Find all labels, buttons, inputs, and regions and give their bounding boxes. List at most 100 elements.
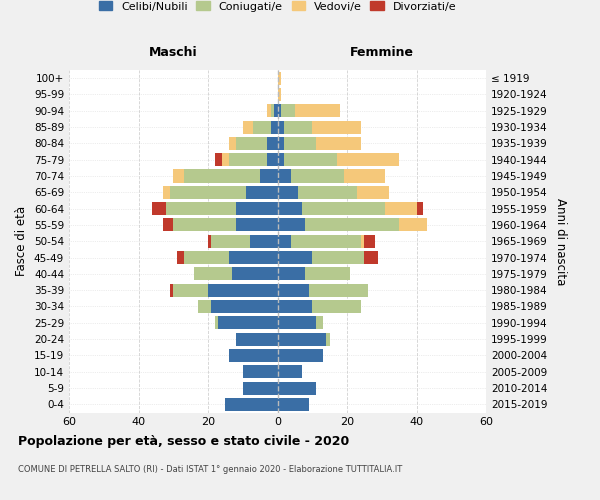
Bar (416, 202, 424, 215)
Bar (316, 316, 323, 330)
Bar (229, 349, 277, 362)
Bar (277, 398, 309, 411)
Bar (163, 186, 170, 199)
Bar (385, 202, 416, 215)
Bar (267, 153, 277, 166)
Bar (277, 300, 312, 313)
Bar (215, 316, 218, 330)
Bar (277, 153, 284, 166)
Bar (277, 365, 302, 378)
Bar (277, 120, 284, 134)
Bar (305, 218, 399, 232)
Bar (232, 268, 277, 280)
Bar (222, 153, 229, 166)
Bar (271, 104, 274, 118)
Bar (277, 382, 316, 394)
Bar (364, 234, 375, 248)
Bar (170, 186, 246, 199)
Bar (358, 186, 389, 199)
Bar (170, 284, 173, 296)
Bar (267, 137, 277, 150)
Bar (243, 120, 253, 134)
Bar (250, 234, 277, 248)
Bar (226, 398, 277, 411)
Bar (298, 186, 358, 199)
Bar (253, 120, 271, 134)
Bar (163, 218, 173, 232)
Bar (344, 170, 385, 182)
Bar (194, 268, 232, 280)
Bar (277, 218, 305, 232)
Bar (277, 170, 292, 182)
Bar (236, 202, 277, 215)
Bar (236, 332, 277, 345)
Bar (267, 104, 271, 118)
Text: Maschi: Maschi (149, 46, 197, 59)
Bar (284, 137, 316, 150)
Bar (302, 202, 385, 215)
Bar (218, 316, 277, 330)
Bar (277, 268, 305, 280)
Bar (277, 251, 312, 264)
Bar (152, 202, 166, 215)
Bar (277, 104, 281, 118)
Bar (277, 284, 309, 296)
Bar (292, 170, 344, 182)
Bar (312, 251, 364, 264)
Text: COMUNE DI PETRELLA SALTO (RI) - Dati ISTAT 1° gennaio 2020 - Elaborazione TUTTIT: COMUNE DI PETRELLA SALTO (RI) - Dati IST… (18, 465, 402, 474)
Bar (271, 120, 277, 134)
Bar (309, 284, 368, 296)
Bar (312, 300, 361, 313)
Bar (236, 137, 267, 150)
Bar (277, 202, 302, 215)
Bar (208, 234, 211, 248)
Bar (316, 137, 361, 150)
Legend: Celibi/Nubili, Coniugati/e, Vedovi/e, Divorziati/e: Celibi/Nubili, Coniugati/e, Vedovi/e, Di… (94, 0, 461, 16)
Bar (246, 186, 277, 199)
Bar (277, 332, 326, 345)
Text: Popolazione per età, sesso e stato civile - 2020: Popolazione per età, sesso e stato civil… (18, 435, 349, 448)
Bar (173, 284, 208, 296)
Bar (326, 332, 329, 345)
Bar (215, 153, 222, 166)
Bar (305, 268, 350, 280)
Bar (295, 104, 340, 118)
Text: Femmine: Femmine (350, 46, 414, 59)
Bar (229, 251, 277, 264)
Bar (260, 170, 277, 182)
Bar (277, 349, 323, 362)
Bar (361, 234, 364, 248)
Bar (243, 382, 277, 394)
Bar (211, 300, 277, 313)
Bar (274, 104, 277, 118)
Bar (277, 88, 281, 101)
Bar (173, 218, 236, 232)
Bar (399, 218, 427, 232)
Bar (166, 202, 236, 215)
Bar (277, 137, 284, 150)
Bar (281, 104, 295, 118)
Bar (284, 120, 312, 134)
Y-axis label: Fasce di età: Fasce di età (16, 206, 28, 276)
Bar (364, 251, 378, 264)
Bar (208, 284, 277, 296)
Bar (277, 72, 281, 85)
Bar (284, 153, 337, 166)
Bar (312, 120, 361, 134)
Bar (243, 365, 277, 378)
Bar (277, 234, 292, 248)
Bar (229, 153, 267, 166)
Bar (197, 300, 211, 313)
Bar (277, 186, 298, 199)
Y-axis label: Anni di nascita: Anni di nascita (554, 198, 567, 285)
Bar (229, 137, 236, 150)
Bar (177, 251, 184, 264)
Bar (337, 153, 399, 166)
Bar (184, 251, 229, 264)
Bar (277, 316, 316, 330)
Bar (173, 170, 184, 182)
Bar (211, 234, 250, 248)
Bar (184, 170, 260, 182)
Bar (292, 234, 361, 248)
Bar (236, 218, 277, 232)
